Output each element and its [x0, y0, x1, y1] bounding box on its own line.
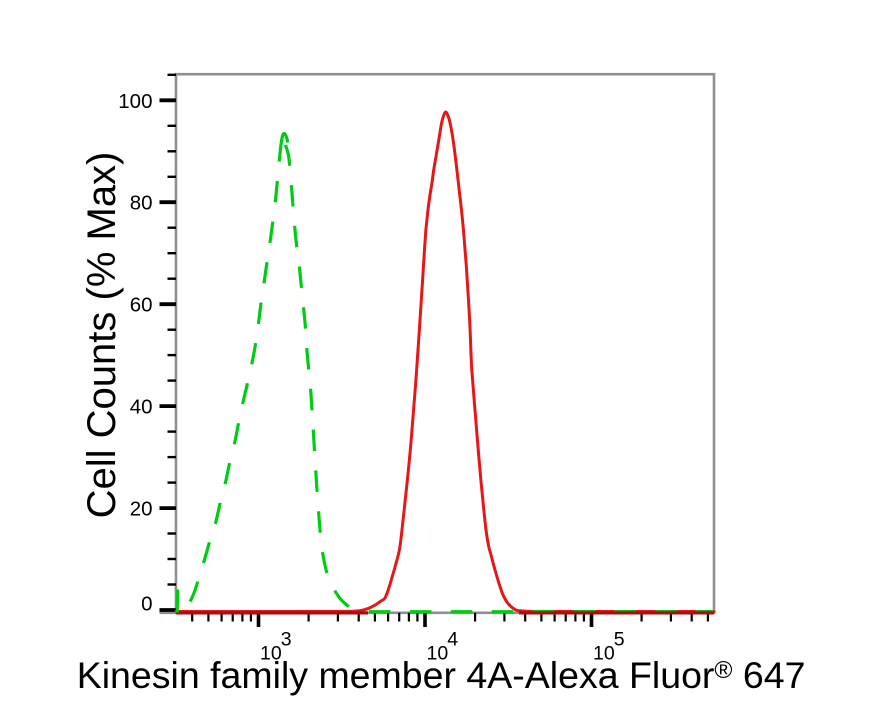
svg-text:5: 5: [614, 629, 625, 651]
svg-text:20: 20: [130, 498, 153, 521]
svg-text:0: 0: [141, 593, 152, 616]
svg-text:10: 10: [427, 643, 449, 665]
svg-text:80: 80: [130, 192, 153, 215]
svg-text:60: 60: [130, 294, 153, 317]
svg-text:3: 3: [281, 629, 292, 651]
svg-text:10: 10: [593, 643, 615, 665]
svg-text:100: 100: [118, 90, 152, 113]
svg-text:Cell Counts (% Max): Cell Counts (% Max): [80, 152, 124, 519]
svg-text:40: 40: [130, 396, 153, 419]
svg-text:4: 4: [447, 629, 458, 651]
svg-text:10: 10: [260, 643, 282, 665]
svg-text:Kinesin family member 4A-Alexa: Kinesin family member 4A-Alexa Fluor® 64…: [77, 654, 806, 696]
